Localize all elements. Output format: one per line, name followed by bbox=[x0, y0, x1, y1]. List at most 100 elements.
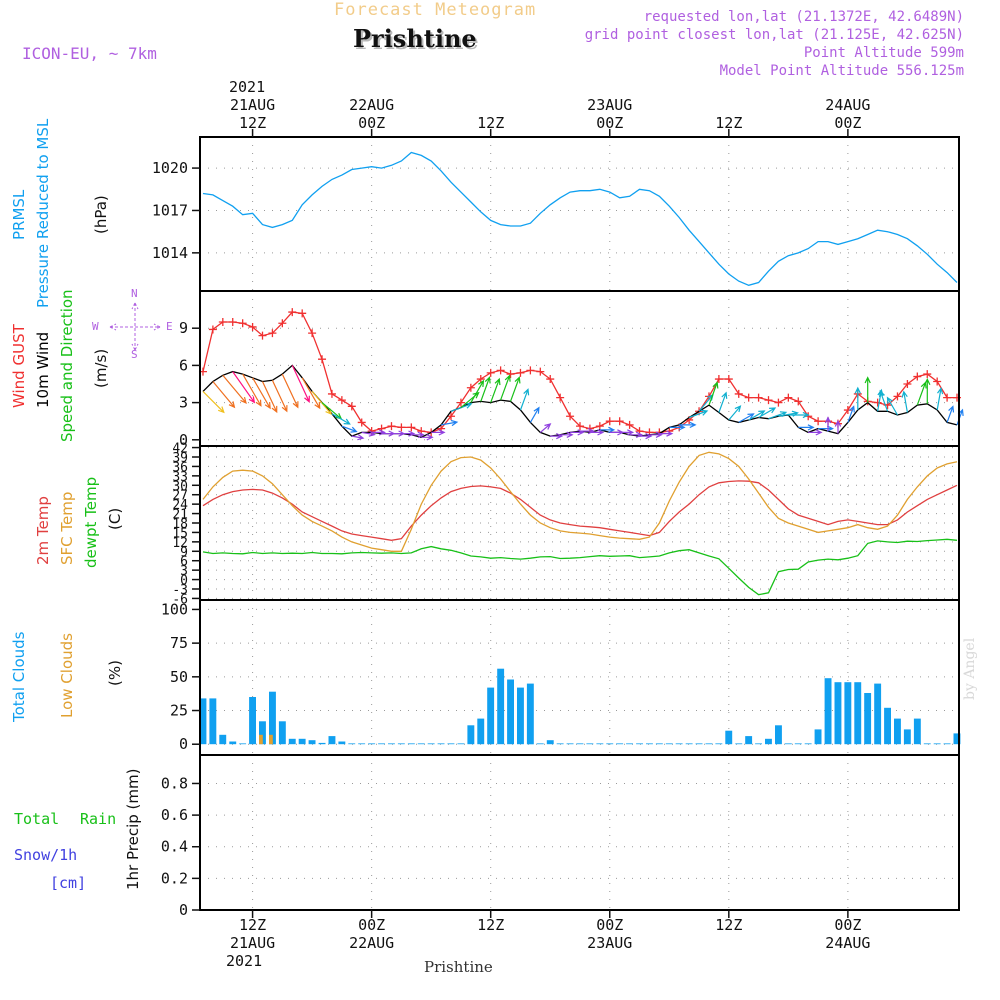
y-tick-label: -6 bbox=[172, 592, 188, 607]
total-cloud-bar bbox=[556, 743, 564, 745]
grid-point-coords: grid point closest lon,lat (21.125E, 42.… bbox=[584, 27, 964, 43]
wind-arrow bbox=[758, 407, 777, 419]
x-date-top: 21AUG bbox=[230, 96, 275, 114]
x-hour-bottom: 12Z bbox=[715, 916, 742, 934]
y-tick-label: 24 bbox=[172, 498, 188, 513]
y-tick-label: -3 bbox=[172, 583, 188, 598]
wind-arrow bbox=[570, 429, 585, 436]
wind-arrow bbox=[924, 377, 931, 404]
y-tick-label: 1014 bbox=[152, 244, 188, 262]
gust-point bbox=[625, 420, 634, 429]
compass-w: W bbox=[92, 320, 99, 333]
x-hour-top: 12Z bbox=[715, 114, 742, 132]
model-label: ICON-EU, ~ 7km bbox=[22, 44, 157, 63]
series-line bbox=[202, 538, 958, 596]
y-tick-label: 50 bbox=[170, 668, 188, 686]
gust-point bbox=[575, 422, 584, 431]
panel-frame bbox=[199, 445, 960, 601]
gust-point bbox=[546, 375, 555, 384]
total-cloud-bar bbox=[646, 743, 653, 745]
total-cloud-bar bbox=[467, 725, 475, 745]
total-cloud-bar bbox=[665, 743, 673, 745]
total-cloud-bar bbox=[725, 730, 733, 745]
total-cloud-bar bbox=[239, 743, 247, 745]
y-tick-label: 21 bbox=[172, 508, 188, 523]
gust-point bbox=[496, 366, 505, 375]
wind-arrow bbox=[698, 393, 714, 412]
total-cloud-bar bbox=[884, 707, 891, 745]
x-hour-top: 00Z bbox=[834, 114, 861, 132]
wind-arrow bbox=[649, 431, 663, 438]
top-year: 2021 bbox=[229, 78, 265, 96]
gust-point bbox=[357, 418, 366, 427]
x-hour-bottom: 00Z bbox=[358, 916, 385, 934]
total-cloud-bar bbox=[596, 743, 604, 745]
total-cloud-bar bbox=[318, 742, 326, 745]
total-cloud-bar bbox=[407, 743, 415, 745]
total-cloud-bar bbox=[953, 733, 961, 745]
wind-arrow bbox=[688, 409, 709, 419]
total-cloud-bar bbox=[775, 725, 782, 745]
total-cloud-bar bbox=[338, 741, 346, 745]
gust-point bbox=[248, 322, 257, 331]
y-tick-label: 39 bbox=[172, 451, 188, 466]
y-tick-label: 15 bbox=[172, 526, 188, 541]
gust-point bbox=[754, 393, 763, 402]
t2m-label: 2m Temp bbox=[34, 496, 52, 565]
total-cloud-bar bbox=[943, 743, 951, 745]
gust-point bbox=[456, 398, 465, 407]
wind-arrow bbox=[301, 377, 321, 410]
wind-arrow bbox=[361, 430, 376, 437]
series-line bbox=[202, 451, 958, 552]
compass-arrows bbox=[109, 302, 161, 351]
super-title: Forecast Meteogram bbox=[334, 0, 537, 20]
rain-label-rain: Rain bbox=[80, 810, 116, 828]
total-cloud-bar bbox=[755, 743, 762, 745]
ticks-layer: 1014101710200369-6-303691215182124273033… bbox=[152, 96, 871, 952]
total-cloud-bar bbox=[715, 743, 723, 745]
gust-point bbox=[506, 370, 515, 379]
y-tick-label: 0 bbox=[179, 901, 188, 919]
panel-frame bbox=[199, 136, 960, 292]
total-cloud-bar bbox=[923, 743, 931, 745]
dewpt-label: dewpt Temp bbox=[82, 477, 100, 568]
y-tick-label: 33 bbox=[172, 470, 188, 485]
wind-arrow bbox=[629, 431, 643, 438]
y-tick-label: 9 bbox=[179, 319, 188, 337]
pressure-unit-label: (hPa) bbox=[92, 195, 110, 234]
series-line bbox=[202, 311, 957, 434]
x-hour-top: 00Z bbox=[596, 114, 623, 132]
y-tick-label: 36 bbox=[172, 460, 188, 475]
wind-arrow bbox=[788, 411, 810, 419]
x-date-bottom: 24AUG bbox=[825, 934, 870, 952]
gust-point bbox=[814, 417, 823, 426]
total-cloud-bar bbox=[586, 743, 594, 745]
wind-arrow bbox=[421, 434, 434, 441]
gust-point bbox=[407, 423, 416, 432]
total-cloud-bar bbox=[616, 743, 624, 745]
total-cloud-bar bbox=[209, 698, 217, 745]
y-tick-label: 1020 bbox=[152, 159, 188, 177]
wind-label: 10m Wind bbox=[34, 332, 52, 408]
bottom-year: 2021 bbox=[226, 952, 262, 970]
total-cloud-bar bbox=[368, 743, 376, 745]
gust-point bbox=[595, 422, 604, 431]
total-cloud-bar bbox=[507, 679, 514, 745]
total-cloud-bar bbox=[655, 743, 663, 745]
wind-arrow bbox=[728, 405, 742, 421]
x-hour-top: 12Z bbox=[239, 114, 266, 132]
gust-point bbox=[903, 380, 912, 388]
wind-arrow bbox=[321, 402, 343, 420]
gust-point bbox=[605, 417, 614, 426]
total-cloud-bar bbox=[447, 743, 455, 745]
gust-point bbox=[208, 325, 217, 334]
total-cloud-bar bbox=[427, 743, 435, 745]
compass-e: E bbox=[166, 320, 173, 333]
wind-arrow bbox=[411, 431, 425, 438]
total-cloud-bar bbox=[526, 683, 534, 745]
gust-point bbox=[387, 422, 396, 431]
gust-point bbox=[566, 412, 575, 421]
wind-arrow bbox=[529, 406, 540, 423]
temp-unit-label: (C) bbox=[106, 508, 124, 530]
